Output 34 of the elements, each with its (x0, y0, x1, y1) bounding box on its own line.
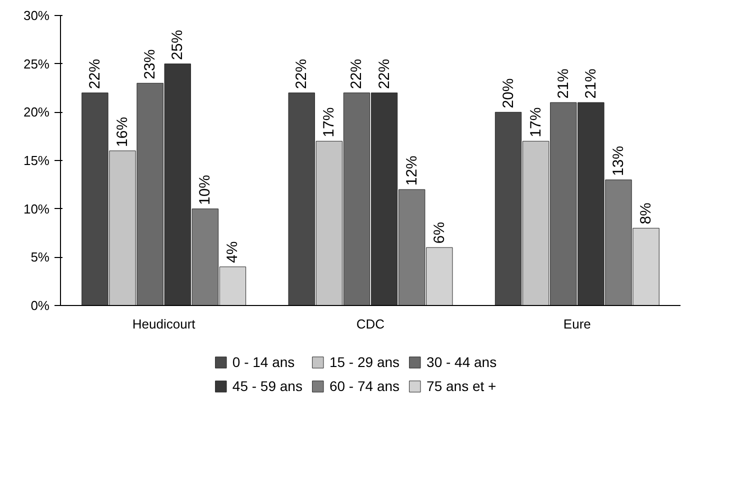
legend-label: 60 - 74 ans (329, 378, 400, 394)
legend-label: 30 - 44 ans (426, 354, 497, 370)
data-label: 23% (142, 49, 159, 80)
data-label: 12% (403, 156, 420, 186)
x-tick-label: Eure (563, 316, 591, 332)
data-label: 4% (224, 241, 242, 263)
data-label: 22% (348, 58, 366, 89)
data-label: 10% (196, 174, 214, 205)
data-label: 21% (582, 68, 600, 99)
y-tick-label: 5% (30, 250, 50, 265)
data-label: 13% (610, 146, 627, 176)
legend-label: 45 - 59 ans (232, 378, 302, 394)
data-label: 21% (554, 68, 572, 99)
data-label: 16% (114, 116, 131, 147)
data-label: 22% (86, 58, 104, 89)
y-tick-label: 20% (23, 104, 50, 120)
legend-label: 75 ans et + (426, 378, 496, 394)
y-tick-label: 15% (23, 153, 50, 168)
y-tick-label: 25% (23, 56, 50, 72)
legend-label: 0 - 14 ans (232, 354, 295, 370)
data-label: 17% (527, 107, 544, 138)
x-tick-label: Heudicourt (132, 316, 196, 332)
data-label: 22% (293, 58, 310, 89)
data-label: 6% (430, 222, 448, 244)
data-label: 20% (500, 78, 517, 108)
legend-label: 15 - 29 ans (329, 354, 400, 370)
y-tick-label: 30% (23, 8, 50, 23)
x-tick-label: CDC (356, 316, 385, 332)
y-tick-label: 10% (23, 201, 50, 216)
data-label: 25% (169, 30, 186, 60)
data-label: 17% (320, 107, 338, 138)
data-label: 8% (638, 202, 655, 224)
data-label: 22% (376, 58, 393, 89)
y-tick-label: 0% (30, 298, 50, 313)
